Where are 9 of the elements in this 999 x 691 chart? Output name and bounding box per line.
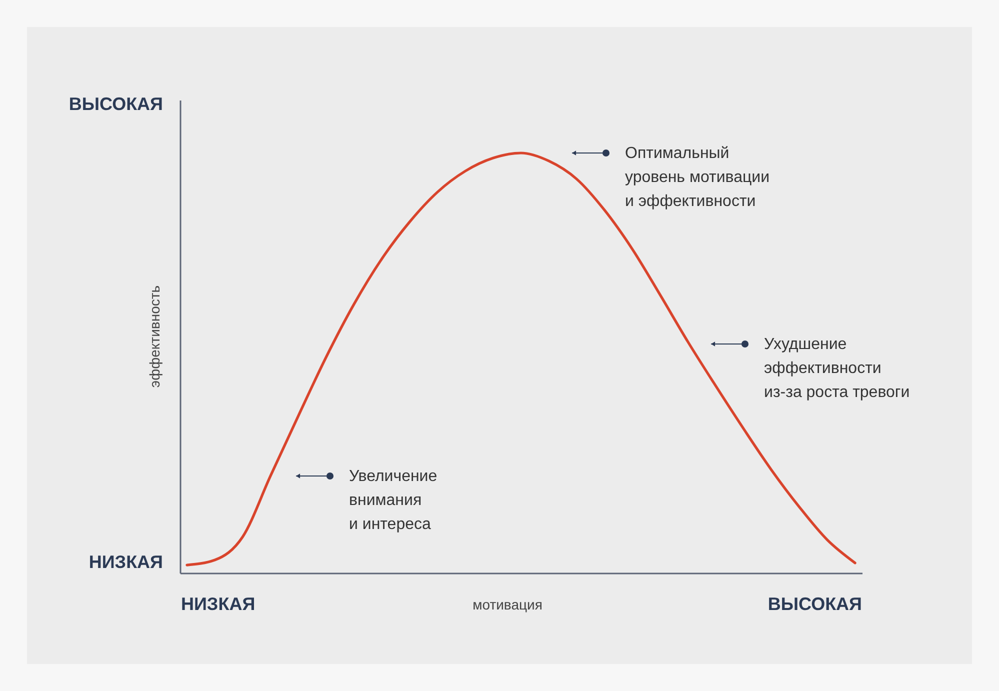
text: ВЫСОКАЯ [68,94,163,114]
text: ВЫСОКАЯ [768,594,862,614]
text: НИЗКАЯ [181,594,256,614]
annotation: Ухудшение эффективности из-за роста тревоги [764,336,910,401]
text: НИЗКАЯ [88,552,163,572]
annotation: Оптимальный уровень мотивации и эффективности [625,145,770,210]
annotation: Увеличение внимания и интереса [349,468,438,533]
y-axis-title: эффективность [146,285,162,388]
x-axis-title: мотивация [472,596,542,612]
